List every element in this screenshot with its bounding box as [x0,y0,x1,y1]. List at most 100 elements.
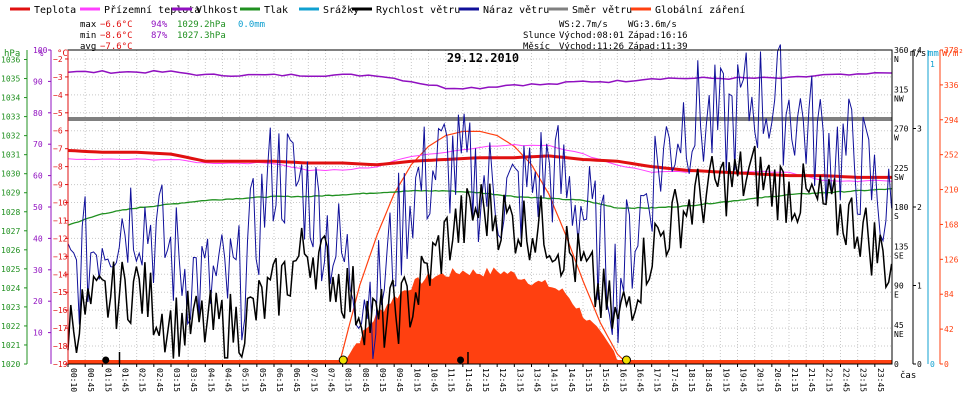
tick-label-time: 18:15 [687,368,696,392]
tick-label-time: 12:15 [481,368,490,392]
series-teoreticke-zareni [338,130,629,365]
tick-label-time: 07:45 [327,368,336,392]
axis-label-pct: % [38,49,44,59]
tick-label-time: 22:45 [842,368,851,392]
tick-label-radiation: 336 [944,81,959,90]
tick-label-time: 21:45 [807,368,816,392]
tick-label-time: 13:15 [515,368,524,392]
stat-wg: WG:3.6m/s [628,20,677,30]
sun-label: Slunce [523,31,556,41]
tick-label-radiation: 378 [944,46,959,55]
tick-label-pressure: 1036 [1,56,20,65]
tick-label-pressure: 1021 [1,341,20,350]
tick-label-humidity: 100 [33,46,48,55]
stat-max-rain: 0.0mm [238,20,265,30]
stat-min-hum: 87% [151,31,168,41]
tick-label-pressure: 1035 [1,75,20,84]
tick-label-direction: 0 [894,360,899,369]
tick-label-direction-name: E [894,291,899,300]
tick-label-humidity: 50 [33,203,43,212]
tick-label-pressure: 1032 [1,132,20,141]
axes: 1020102110221023102410251026102710281029… [1,46,964,392]
tick-label-pressure: 1020 [1,360,20,369]
tick-label-time: 14:45 [567,368,576,392]
tick-label-time: 18:45 [704,368,713,392]
stat-min-press: 1027.3hPa [177,31,226,41]
tick-label-time: 02:15 [138,368,147,392]
tick-label-temperature: −13 [53,252,68,261]
tick-label-pressure: 1033 [1,113,20,122]
tick-label-temperature: −11 [53,216,68,225]
tick-label-direction-name: S [894,212,899,221]
tick-label-time: 11:45 [464,368,473,392]
tick-label-time: 21:15 [790,368,799,392]
legend-label: Přízemní teplota [104,4,200,16]
legend-label: Náraz větru [483,4,549,16]
tick-label-time: 10:15 [412,368,421,392]
tick-label-direction: 315 [894,85,909,94]
sunrise-marker [338,355,348,365]
tick-label-time: 11:15 [447,368,456,392]
tick-label-wind: 1 [917,282,922,291]
tick-label-pressure: 1024 [1,284,20,293]
tick-label-time: 00:45 [86,368,95,392]
axis-label-wm2: W/m² [942,49,964,59]
tick-label-temperature: −12 [53,234,68,243]
tick-label-time: 00:10 [69,368,78,392]
tick-label-temperature: −10 [53,199,68,208]
tick-label-time: 22:15 [824,368,833,392]
tick-label-rain: 0 [930,360,935,369]
tick-label-time: 01:15 [103,368,112,392]
legend-label: Vlhkost [196,5,238,16]
moonrise-marker [457,356,465,364]
tick-label-pressure: 1023 [1,303,20,312]
moon-set: Západ:11:39 [628,42,688,52]
tick-label-pressure: 1029 [1,189,20,198]
tick-label-time: 19:45 [739,368,748,392]
tick-label-radiation: 126 [944,255,959,264]
tick-label-time: 02:45 [155,368,164,392]
tick-label-time: 10:45 [430,368,439,392]
tick-label-time: 20:45 [773,368,782,392]
tick-label-temperature: −18 [53,342,68,351]
tick-label-temperature: −7 [53,145,63,154]
tick-label-wind: 4 [917,46,922,55]
tick-label-direction: 180 [894,203,909,212]
tick-label-pressure: 1034 [1,94,20,103]
tick-label-radiation: 42 [944,325,954,334]
tick-label-radiation: 294 [944,116,959,125]
tick-label-time: 09:15 [378,368,387,392]
tick-label-pressure: 1022 [1,322,20,331]
tick-label-direction-name: SE [894,251,904,260]
tick-label-radiation: 210 [944,186,959,195]
series-rychlost-vetru [67,145,893,359]
tick-label-time: 05:15 [241,368,250,392]
stat-max-press: 1029.2hPa [177,20,226,30]
tick-label-temperature: −16 [53,306,68,315]
stat-max-label: max [80,20,97,30]
moon-marker-left [102,356,110,364]
tick-label-temperature: −3 [53,73,63,82]
tick-label-direction: 45 [894,321,904,330]
tick-label-direction-name: NE [894,330,904,339]
tick-label-time: 05:45 [258,368,267,392]
tick-label-direction: 360 [894,46,909,55]
tick-label-pressure: 1030 [1,170,20,179]
tick-label-humidity: 30 [33,266,43,275]
series-naraz-vetru [67,44,893,359]
tick-label-time: 08:15 [344,368,353,392]
tick-label-temperature: −15 [53,288,68,297]
tick-label-time: 07:15 [309,368,318,392]
tick-label-temperature: −19 [53,360,68,369]
series-prizemni-teplota [67,143,893,183]
tick-label-direction-name: SW [894,173,904,182]
series-globalni-zareni [339,267,628,364]
moon-label: Měsíc [523,42,550,52]
tick-label-direction-name: NW [894,94,904,103]
legend-label: Rychlost větru [376,4,460,16]
moon-rise: Východ:11:26 [559,42,624,52]
stats-block: max −6.6°C 94% 1029.2hPa 0.0mm min −8.6°C 87% 10… [80,20,688,52]
tick-label-time: 03:45 [189,368,198,392]
tick-label-radiation: 168 [944,220,959,229]
